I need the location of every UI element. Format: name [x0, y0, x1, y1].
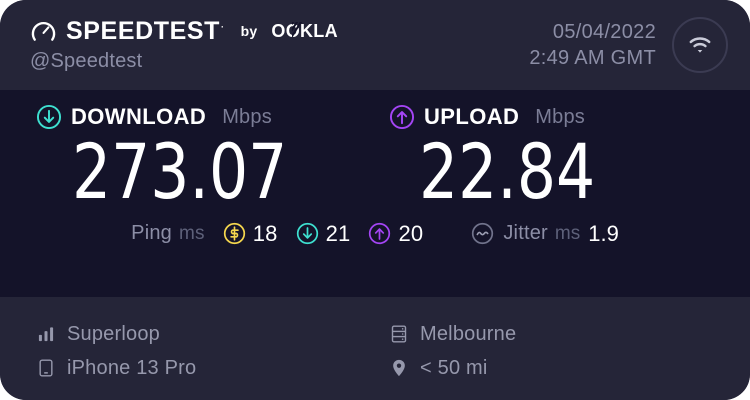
latency-row: Ping ms 18 21 — [0, 221, 750, 247]
jitter-wave-icon — [472, 223, 494, 245]
connection-type-badge — [672, 17, 728, 73]
ping-unit: ms — [179, 222, 205, 244]
brand-lockup: SPEEDTEST · by OOKLA — [30, 18, 529, 45]
upload-heading: UPLOAD Mbps — [389, 104, 750, 130]
upload-value: 22.84 — [419, 127, 596, 216]
ping-idle-value: 18 — [252, 220, 278, 246]
wordmark-ookla: OOKLA — [271, 20, 338, 41]
brand-block: SPEEDTEST · by OOKLA @Speedtest — [30, 18, 529, 73]
server-location: Melbourne — [420, 322, 517, 345]
upload-arrow-icon — [389, 104, 415, 130]
test-datetime: 05/04/2022 2:49 AM GMT — [529, 19, 656, 71]
wifi-icon — [689, 37, 711, 53]
card-header: SPEEDTEST · by OOKLA @Speedtest 05/04/202… — [0, 0, 750, 90]
upload-result: UPLOAD Mbps 22.84 — [375, 104, 750, 209]
jitter-label: Jitter — [503, 222, 548, 245]
download-value: 273.07 — [72, 127, 288, 216]
download-label: DOWNLOAD — [71, 104, 207, 129]
ping-upload-item: 20 — [368, 221, 423, 247]
test-date: 05/04/2022 — [552, 21, 656, 43]
ping-group: Ping ms 18 21 — [131, 221, 423, 247]
footer-left-column: Superloop iPhone 13 Pro — [0, 317, 375, 400]
jitter-unit: ms — [554, 222, 581, 244]
jitter-group: Jitter ms 1.9 — [471, 220, 619, 247]
results-panel: DOWNLOAD Mbps 273.07 UPLOAD Mbps 22.84 — [0, 90, 750, 297]
device-row: iPhone 13 Pro — [36, 351, 375, 385]
download-arrow-icon — [36, 104, 62, 130]
server-rack-icon — [391, 325, 407, 343]
mobile-phone-icon — [39, 359, 53, 377]
jitter-value: 1.9 — [588, 220, 619, 246]
upload-unit: Mbps — [535, 105, 586, 128]
download-unit: Mbps — [222, 105, 272, 128]
server-row: Melbourne — [389, 317, 750, 351]
trademark-mark: · — [221, 21, 225, 32]
isp-name: Superloop — [67, 322, 160, 345]
ping-download-value: 21 — [325, 220, 351, 246]
speedometer-gauge-icon — [31, 21, 56, 41]
ping-upload-value: 20 — [398, 220, 424, 246]
wordmark-by: by — [240, 23, 258, 39]
ping-download-item: 21 — [296, 221, 351, 247]
distance-value: < 50 mi — [420, 356, 488, 379]
footer-right-column: Melbourne < 50 mi — [375, 317, 750, 400]
signal-bars-icon — [38, 327, 54, 342]
upload-label: UPLOAD — [424, 104, 520, 129]
download-result: DOWNLOAD Mbps 273.07 — [0, 104, 375, 209]
header-meta: 05/04/2022 2:49 AM GMT — [529, 17, 728, 73]
distance-row: < 50 mi — [389, 351, 750, 385]
wordmark-speedtest: SPEEDTEST · — [66, 16, 225, 45]
ping-label: Ping — [131, 222, 172, 245]
upload-latency-icon — [369, 223, 391, 245]
download-latency-icon — [296, 223, 318, 245]
user-handle: @Speedtest — [30, 49, 143, 72]
map-pin-icon — [393, 359, 405, 377]
device-name: iPhone 13 Pro — [67, 356, 197, 379]
isp-row: Superloop — [36, 317, 375, 351]
speed-readings: DOWNLOAD Mbps 273.07 UPLOAD Mbps 22.84 — [0, 104, 750, 209]
ping-idle-item: 18 — [223, 221, 278, 247]
card-footer: Superloop iPhone 13 Pro — [0, 297, 750, 400]
test-time: 2:49 AM GMT — [529, 47, 656, 69]
download-heading: DOWNLOAD Mbps — [36, 104, 375, 130]
idle-latency-icon — [223, 223, 245, 245]
